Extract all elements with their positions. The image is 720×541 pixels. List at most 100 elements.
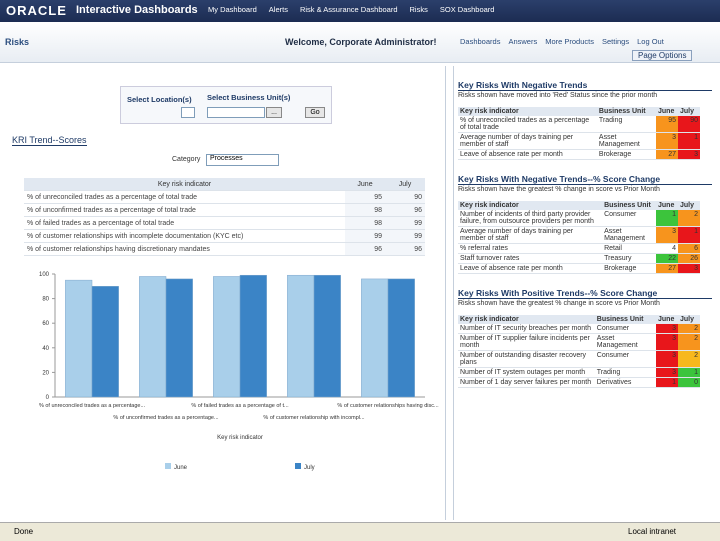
nav-link[interactable]: My Dashboard: [208, 5, 257, 14]
category-select[interactable]: Processes: [206, 154, 279, 166]
unit-cell: Treasury: [602, 253, 656, 264]
score-cell: 1: [678, 226, 700, 244]
score-cell: 1: [656, 210, 678, 227]
nav-link[interactable]: SOX Dashboard: [439, 5, 495, 14]
column-header: July: [678, 107, 700, 116]
bar: [287, 274, 315, 398]
bar: [65, 279, 93, 398]
toolbar-link[interactable]: Dashboards: [460, 37, 501, 46]
legend-swatch: [165, 463, 171, 469]
location-label: Select Location(s): [127, 95, 192, 104]
links: Dashboards Answers More Products Settings Lo…: [460, 37, 664, 46]
location-select[interactable]: [181, 107, 195, 118]
column-header: June: [656, 201, 678, 210]
bar: [387, 278, 415, 398]
unit-cell: Trading: [594, 367, 656, 378]
score-cell: 3: [678, 263, 700, 274]
indicator-cell: % referral rates: [458, 243, 603, 254]
legend-label: June: [174, 465, 188, 471]
bar: [165, 278, 193, 398]
page-options[interactable]: Page Options: [632, 50, 693, 61]
panel-title: Key Risks With Negative Trends--% Score …: [458, 174, 712, 185]
nav-link[interactable]: Risk & Assurance Dashboard: [299, 5, 398, 14]
score-cell: 0: [678, 377, 700, 388]
legend-swatch: [295, 463, 301, 469]
table-row: Number of incidents of third party provi…: [458, 210, 700, 227]
column-header: Key risk indicator: [458, 201, 603, 210]
score-cell: 3: [678, 149, 700, 160]
unit-cell: Asset Management: [596, 132, 656, 150]
panel-title: Key Risks With Positive Trends--% Score …: [458, 288, 712, 299]
score-cell: 4: [656, 243, 678, 254]
toolbar-link[interactable]: Log Out: [637, 37, 664, 46]
indicator-cell: Number of outstanding disaster recovery …: [458, 350, 595, 368]
go-button[interactable]: Go: [305, 107, 325, 118]
column-header: Business Unit: [602, 201, 656, 210]
score-cell: 2: [678, 350, 700, 368]
indicator-cell: Staff turnover rates: [458, 253, 603, 264]
score-cell: 1: [678, 367, 700, 378]
value-cell: 99: [385, 216, 425, 230]
page-name: Risks: [5, 37, 30, 47]
status-left: Done: [14, 527, 34, 536]
indicator-cell: % of customer relationships with incompl…: [24, 229, 345, 243]
header-row: Key risk indicator June July: [24, 178, 425, 191]
indicator-cell: % of unreconciled trades as a percentage…: [458, 116, 597, 133]
nav-link[interactable]: Risks: [409, 5, 428, 14]
value-cell: 96: [345, 242, 385, 256]
table-row: Average number of days training per memb…: [458, 226, 700, 244]
unit-cell: Retail: [602, 243, 656, 254]
y-tick-label: 40: [42, 346, 49, 352]
table-row: Average number of days training per memb…: [458, 132, 700, 150]
header-row: Key risk indicator Business Unit June July: [458, 201, 700, 210]
value-cell: 98: [345, 203, 385, 217]
column-header: July: [678, 315, 700, 324]
bar: [139, 276, 167, 398]
category-label: Category: [172, 156, 201, 163]
indicator-cell: % of unconfirmed trades as a percentage …: [24, 203, 345, 217]
browse-button[interactable]: ...: [266, 107, 282, 118]
score-cell: 90: [678, 116, 700, 133]
indicator-cell: % of unreconciled trades as a percentage…: [24, 190, 345, 204]
risk-table: Key risk indicator Business Unit June July N…: [458, 201, 700, 274]
unit-cell: Consumer: [594, 350, 656, 368]
indicator-cell: Average number of days training per memb…: [458, 226, 603, 244]
unit-cell: Consumer: [594, 324, 656, 334]
panel-subtitle: Risks shown have the greatest % change i…: [458, 300, 660, 307]
toolbar-link[interactable]: Settings: [602, 37, 630, 46]
x-axis-label: Key risk indicator: [217, 435, 263, 441]
nav-link[interactable]: Alerts: [268, 5, 288, 14]
score-cell: 22: [656, 253, 678, 264]
product-name: Interactive Dashboards: [76, 4, 198, 16]
score-cell: 1: [656, 377, 678, 388]
table-row: Number of 1 day server failures per mont…: [458, 377, 700, 388]
score-cell: 27: [656, 149, 678, 160]
score-cell: 3: [656, 333, 678, 351]
column-header: June: [656, 315, 678, 324]
x-tick-label: % of unreconciled trades as a percentage…: [39, 403, 146, 409]
legend-label: July: [304, 465, 315, 471]
filters: Select Location(s) Select Business Unit(…: [120, 86, 332, 124]
column-header: July: [678, 201, 700, 210]
score-cell: 26: [678, 253, 700, 264]
chart: 0 20 40 60 80 100 % of unreconciled trades as …: [39, 272, 439, 471]
x-tick-label: % of customer relationships having disc.…: [337, 403, 439, 409]
value-cell: 98: [345, 216, 385, 230]
bar: [213, 276, 241, 398]
indicator-cell: % of failed trades as a percentage of to…: [24, 216, 345, 230]
toolbar-link[interactable]: More Products: [545, 37, 594, 46]
bar: [239, 274, 267, 398]
toolbar-link[interactable]: Answers: [508, 37, 538, 46]
nav: My Dashboard Alerts Risk & Assurance Dashb…: [208, 5, 494, 14]
score-cell: 3: [656, 367, 678, 378]
y-tick-label: 0: [46, 395, 50, 401]
score-cell: 3: [656, 132, 678, 150]
column-header: Business Unit: [594, 315, 656, 324]
table-row: % of customer relationships with incompl…: [24, 229, 425, 243]
unit-input[interactable]: [207, 107, 265, 118]
y-tick-label: 60: [42, 321, 49, 327]
indicator-cell: Number of 1 day server failures per mont…: [458, 377, 595, 388]
value-cell: 96: [385, 242, 425, 256]
x-tick-label: % of customer relationship with incompl.…: [263, 415, 365, 421]
